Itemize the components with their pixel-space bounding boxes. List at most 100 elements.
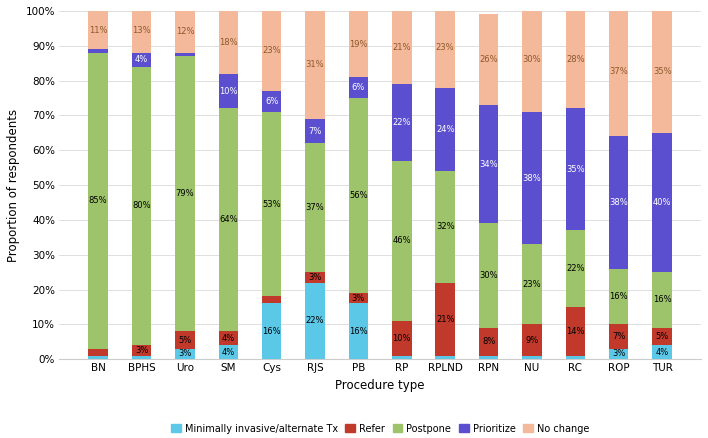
Bar [348, 293, 368, 304]
Bar [305, 119, 325, 143]
Text: 11%: 11% [89, 25, 108, 35]
Bar [348, 304, 368, 359]
Bar [609, 349, 629, 359]
Text: 38%: 38% [523, 173, 542, 183]
Bar [219, 109, 238, 331]
Bar [479, 223, 498, 328]
Text: 4%: 4% [656, 348, 669, 357]
Text: 22%: 22% [566, 264, 585, 273]
Bar [88, 349, 108, 356]
Bar [609, 268, 629, 324]
Text: 35%: 35% [653, 67, 671, 76]
Text: 56%: 56% [349, 191, 367, 200]
Bar [435, 171, 455, 283]
Text: 38%: 38% [610, 198, 628, 207]
Bar [566, 230, 585, 307]
Text: 21%: 21% [392, 43, 411, 52]
Text: 3%: 3% [309, 273, 321, 282]
Bar [305, 283, 325, 359]
Bar [132, 356, 152, 359]
Text: 85%: 85% [88, 196, 108, 205]
Text: 79%: 79% [176, 189, 194, 198]
Text: 24%: 24% [436, 125, 455, 134]
Text: 37%: 37% [306, 203, 324, 212]
Bar [566, 109, 585, 230]
Bar [348, 11, 368, 77]
Bar [88, 53, 108, 349]
Bar [609, 324, 629, 349]
Y-axis label: Proportion of respondents: Proportion of respondents [7, 109, 20, 261]
Bar [262, 91, 281, 112]
Text: 6%: 6% [265, 97, 278, 106]
Bar [523, 356, 542, 359]
Bar [652, 328, 672, 345]
Bar [609, 136, 629, 268]
Bar [652, 133, 672, 272]
Text: 3%: 3% [135, 346, 148, 355]
Text: 16%: 16% [653, 296, 671, 304]
Bar [392, 356, 411, 359]
Text: 4%: 4% [222, 334, 235, 343]
Text: 23%: 23% [436, 43, 455, 52]
Bar [392, 84, 411, 161]
Text: 10%: 10% [219, 87, 237, 95]
Bar [219, 11, 238, 74]
Text: 80%: 80% [132, 201, 151, 210]
Text: 34%: 34% [479, 160, 498, 169]
Bar [566, 11, 585, 109]
Bar [479, 105, 498, 223]
Bar [219, 345, 238, 359]
Text: 7%: 7% [612, 332, 625, 341]
Text: 9%: 9% [525, 336, 539, 345]
Bar [348, 98, 368, 293]
Text: 35%: 35% [566, 165, 585, 174]
Text: 7%: 7% [309, 127, 321, 136]
Bar [652, 345, 672, 359]
Bar [88, 356, 108, 359]
Bar [262, 304, 281, 359]
Text: 64%: 64% [219, 215, 238, 224]
Bar [392, 11, 411, 84]
Bar [175, 56, 195, 331]
Text: 22%: 22% [392, 118, 411, 127]
Text: 4%: 4% [222, 348, 235, 357]
Bar [652, 272, 672, 328]
Text: 28%: 28% [566, 55, 585, 64]
Text: 16%: 16% [610, 292, 628, 301]
Text: 46%: 46% [392, 236, 411, 245]
Text: 23%: 23% [263, 46, 281, 56]
Bar [566, 307, 585, 356]
Bar [132, 53, 152, 67]
Bar [348, 77, 368, 98]
Bar [609, 7, 629, 136]
Bar [132, 67, 152, 345]
Bar [523, 324, 542, 356]
Text: 18%: 18% [219, 38, 238, 47]
Bar [88, 49, 108, 53]
X-axis label: Procedure type: Procedure type [336, 379, 425, 392]
Bar [523, 7, 542, 112]
Text: 26%: 26% [479, 55, 498, 64]
Text: 37%: 37% [610, 67, 628, 76]
Bar [132, 7, 152, 53]
Text: 21%: 21% [436, 314, 455, 324]
Bar [435, 356, 455, 359]
Legend: Minimally invasive/alternate Tx, Refer, Postpone, Prioritize, No change: Minimally invasive/alternate Tx, Refer, … [167, 420, 593, 438]
Text: 3%: 3% [352, 294, 365, 303]
Bar [523, 244, 542, 324]
Text: 30%: 30% [523, 55, 542, 64]
Bar [479, 328, 498, 356]
Text: 10%: 10% [392, 334, 411, 343]
Text: 12%: 12% [176, 27, 194, 36]
Bar [435, 7, 455, 88]
Text: 5%: 5% [178, 336, 191, 345]
Bar [566, 356, 585, 359]
Text: 5%: 5% [656, 332, 669, 341]
Bar [175, 11, 195, 53]
Text: 14%: 14% [566, 327, 585, 336]
Text: 19%: 19% [349, 39, 367, 49]
Bar [175, 53, 195, 56]
Bar [479, 356, 498, 359]
Bar [219, 74, 238, 109]
Text: 3%: 3% [178, 350, 192, 358]
